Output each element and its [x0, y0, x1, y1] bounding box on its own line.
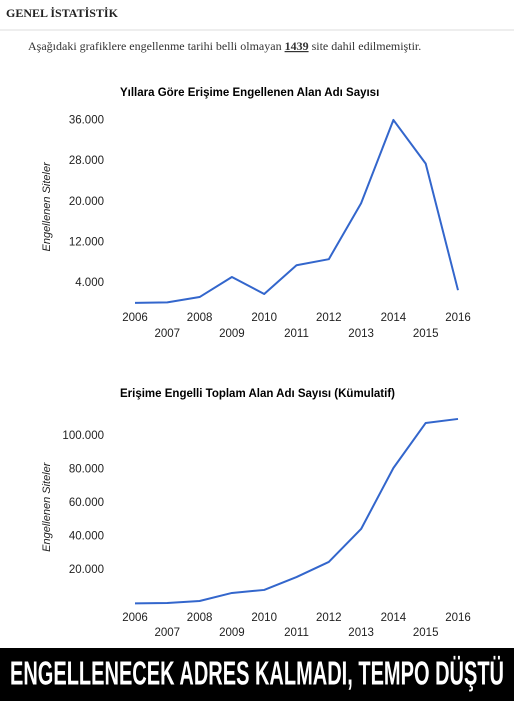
- x-tick-label: 2006: [122, 312, 148, 324]
- y-tick-label: 60.000: [69, 497, 104, 509]
- x-tick-label: 2012: [316, 612, 342, 624]
- x-tick-label: 2016: [445, 312, 471, 324]
- x-tick-label: 2009: [219, 627, 245, 639]
- x-tick-label: 2012: [316, 312, 342, 324]
- y-tick-label: 80.000: [69, 464, 104, 476]
- x-tick-label: 2008: [187, 612, 213, 624]
- y-axis-label: Engellenen Siteler: [41, 461, 53, 552]
- x-tick-label: 2015: [413, 627, 439, 639]
- banner: [0, 648, 514, 701]
- line: [134, 417, 459, 605]
- note-count: 1439: [285, 39, 309, 53]
- x-tick-label: 2006: [122, 612, 148, 624]
- y-tick-label: 20.000: [69, 196, 104, 208]
- x-tick-label: 2007: [155, 328, 181, 340]
- y-tick-label: 36.000: [69, 114, 104, 126]
- y-tick-label: 12.000: [69, 236, 104, 248]
- x-tick-label: 2014: [381, 312, 407, 324]
- x-tick-label: 2010: [251, 612, 277, 624]
- y-tick-label: 100.000: [62, 430, 104, 442]
- note: Aşağıdaki grafiklere engellenme tarihi b…: [28, 39, 421, 53]
- x-tick-label: 2013: [348, 627, 374, 639]
- header-title: GENEL İSTATİSTİK: [6, 6, 119, 20]
- chart-title: Erişime Engelli Toplam Alan Adı Sayısı (…: [120, 388, 395, 400]
- x-tick-label: 2010: [251, 312, 277, 324]
- x-tick-label: 2014: [381, 612, 407, 624]
- x-tick-label: 2007: [155, 627, 181, 639]
- x-tick-label: 2013: [348, 328, 374, 340]
- x-tick-label: 2008: [187, 312, 213, 324]
- x-tick-label: 2016: [445, 612, 471, 624]
- x-tick-label: 2011: [284, 328, 309, 340]
- y-tick-label: 4.000: [75, 277, 104, 289]
- banner-text: ENGELLENECEK ADRES KALMADI, TEMPO DÜŞTÜ: [10, 655, 504, 692]
- x-tick-label: 2011: [284, 627, 309, 639]
- y-tick-label: 20.000: [69, 564, 104, 576]
- x-tick-label: 2009: [219, 328, 245, 340]
- line: [134, 118, 459, 304]
- y-tick-label: 40.000: [69, 531, 104, 543]
- chart-title: Yıllara Göre Erişime Engellenen Alan Adı…: [120, 87, 379, 99]
- y-tick-label: 28.000: [69, 155, 104, 167]
- note-after: site dahil edilmemiştir.: [312, 39, 422, 53]
- y-axis-label: Engellenen Siteler: [41, 161, 53, 252]
- note-before: Aşağıdaki grafiklere engellenme tarihi b…: [28, 39, 282, 53]
- x-tick-label: 2015: [413, 328, 439, 340]
